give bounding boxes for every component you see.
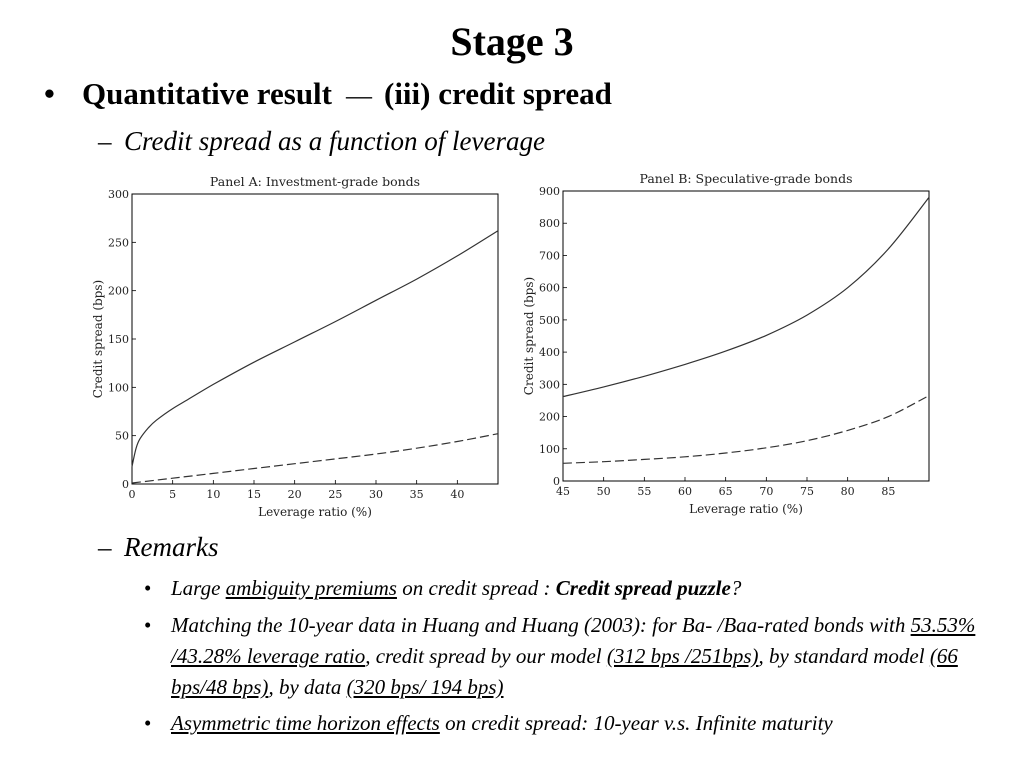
x-axis-label: Leverage ratio (%)	[689, 502, 803, 516]
bullet-main-text: Quantitative result	[82, 76, 332, 111]
y-axis-label: Credit spread (bps)	[91, 280, 105, 398]
remark-text: on credit spread :	[396, 576, 556, 600]
y-tick-label: 200	[539, 411, 560, 424]
main-bullet: • Quantitative result — (iii) credit spread	[44, 76, 612, 114]
solid-series-line	[131, 230, 499, 467]
sub-bullet-credit-spread: – Credit spread as a function of leverage	[98, 125, 545, 157]
remark-text: on credit spread: 10-year v.s. Infinite …	[439, 711, 833, 735]
x-tick-label: 85	[881, 485, 895, 498]
dashed-series-line	[562, 395, 930, 464]
y-tick-label: 50	[115, 430, 129, 443]
y-tick-label: 800	[539, 217, 560, 230]
x-tick-label: 45	[556, 485, 570, 498]
y-tick-label: 500	[539, 314, 560, 327]
x-tick-label: 65	[719, 485, 733, 498]
y-axis-label: Credit spread (bps)	[522, 277, 536, 395]
x-tick-label: 25	[328, 488, 342, 501]
x-tick-label: 20	[288, 488, 302, 501]
remark-2: • Matching the 10-year data in Huang and…	[144, 610, 994, 703]
x-tick-label: 5	[169, 488, 176, 501]
remark-marker: •	[144, 613, 152, 637]
remark-text: , credit spread by our model	[365, 644, 607, 668]
dashed-series-line	[131, 433, 499, 484]
x-tick-label: 10	[206, 488, 220, 501]
remark-text: , by standard model	[758, 644, 930, 668]
y-tick-label: 100	[539, 443, 560, 456]
slide-title: Stage 3	[450, 19, 574, 64]
x-tick-label: 0	[129, 488, 136, 501]
remark-bold: Credit spread puzzle	[555, 576, 731, 600]
y-tick-label: 600	[539, 282, 560, 295]
remark-underlined: Asymmetric time horizon effects	[171, 711, 440, 735]
remark-text: Matching the 10-year data in Huang and H…	[171, 613, 911, 637]
y-tick-label: 100	[108, 381, 129, 394]
x-tick-label: 50	[597, 485, 611, 498]
x-tick-label: 15	[247, 488, 261, 501]
remark-3: • Asymmetric time horizon effects on cre…	[144, 708, 994, 739]
remark-underlined: ambiguity premiums	[225, 576, 397, 600]
sub-bullet-dash: –	[98, 532, 112, 562]
remark-marker: •	[144, 576, 152, 600]
remark-underlined: (66 bps/48 bps)	[171, 644, 958, 699]
sub-bullet-text: Remarks	[124, 532, 219, 562]
y-tick-label: 900	[539, 185, 560, 198]
remark-1: • Large ambiguity premiums on credit spr…	[144, 573, 994, 604]
plot-frame	[131, 193, 499, 485]
remark-underlined: (320 bps/ 194 bps)	[346, 675, 504, 699]
sub-bullet-dash: –	[98, 126, 112, 156]
panel-a-svg: 0 5 10 15 20 25 30 35 40 0 50 100 150 200 250 300 Panel …	[91, 174, 499, 519]
panel-a-chart: 0 5 10 15 20 25 30 35 40 0 50 100 150 200 250 300 Panel …	[84, 162, 504, 527]
remark-underlined: (312 bps /251bps)	[606, 644, 759, 668]
x-tick-label: 80	[841, 485, 855, 498]
x-tick-label: 55	[637, 485, 651, 498]
sub-bullet-remarks: – Remarks	[98, 531, 218, 563]
panel-b-svg: 45 50 55 60 65 70 75 80 85 0 100 200 300 400 500 600 700…	[522, 171, 930, 516]
plot-frame	[562, 190, 930, 482]
y-tick-label: 700	[539, 249, 560, 262]
y-tick-label: 250	[108, 236, 129, 249]
x-tick-label: 40	[450, 488, 464, 501]
remark-text: , by data	[268, 675, 347, 699]
remark-underlined: 53.53% /43.28% leverage ratio	[171, 613, 976, 668]
y-tick-label: 300	[539, 378, 560, 391]
y-tick-label: 300	[108, 188, 129, 201]
remark-marker: •	[144, 711, 152, 735]
x-tick-label: 30	[369, 488, 383, 501]
x-axis-label: Leverage ratio (%)	[258, 505, 372, 519]
sub-bullet-text: Credit spread as a function of leverage	[124, 126, 545, 156]
x-tick-label: 35	[410, 488, 424, 501]
chart-title: Panel A: Investment-grade bonds	[210, 174, 420, 189]
chart-title: Panel B: Speculative-grade bonds	[639, 171, 852, 186]
x-tick-label: 70	[759, 485, 773, 498]
x-tick-label: 75	[800, 485, 814, 498]
remark-text: Large	[171, 576, 226, 600]
solid-series-line	[562, 197, 930, 398]
y-tick-label: 200	[108, 285, 129, 298]
y-tick-label: 0	[553, 475, 560, 488]
bullet-dash: —	[346, 81, 372, 110]
panel-b-chart: 45 50 55 60 65 70 75 80 85 0 100 200 300 400 500 600 700…	[512, 158, 937, 528]
x-tick-label: 60	[678, 485, 692, 498]
bullet-marker: •	[44, 76, 55, 111]
y-tick-label: 0	[122, 478, 129, 491]
remark-text: ?	[730, 576, 742, 600]
y-tick-label: 150	[108, 333, 129, 346]
y-tick-label: 400	[539, 346, 560, 359]
bullet-rest-text: (iii) credit spread	[384, 76, 612, 111]
